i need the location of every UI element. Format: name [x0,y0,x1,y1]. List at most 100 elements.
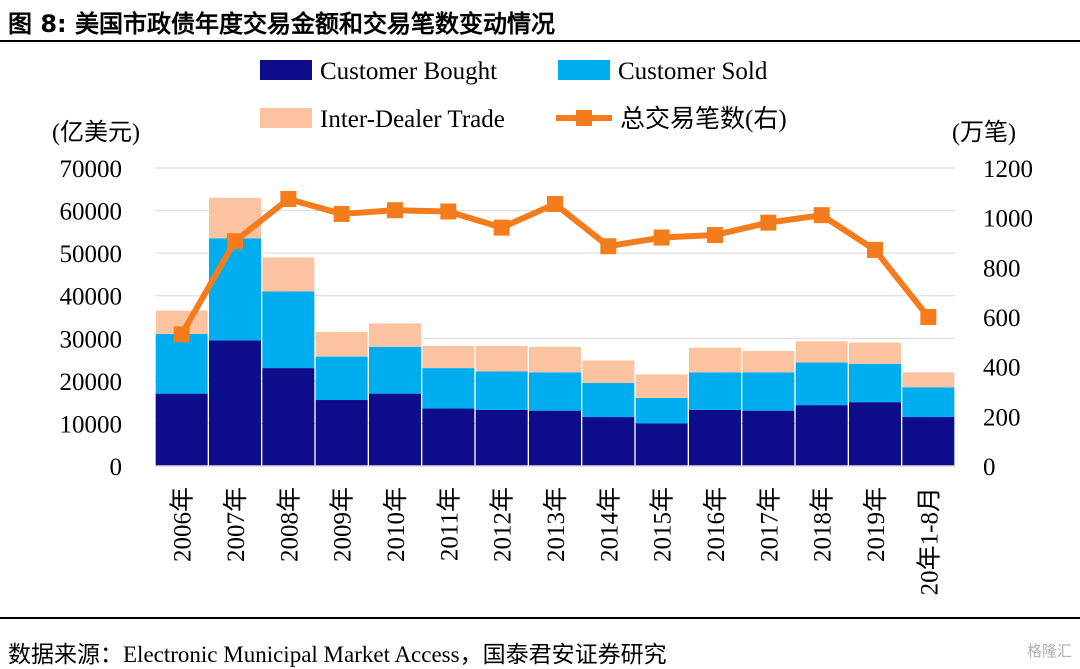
bar-customer-bought [849,402,901,466]
line-marker [440,203,457,220]
legend-customer-bought-label: Customer Bought [320,58,497,85]
bar-customer-sold [209,238,261,341]
bar-customer-sold [422,368,475,409]
bar-customer-sold [369,346,421,394]
line-marker [227,233,243,250]
right-axis-unit: (万笔) [952,119,1016,146]
line-marker [333,205,350,222]
legend: Customer Bought Customer Sold Inter-Dealer… [260,58,787,133]
left-tick-label: 70000 [60,156,123,183]
figure-title: 图 8: 美国市政债年度交易金额和交易笔数变动情况 [8,10,556,38]
line-marker [920,309,937,325]
legend-total-trades-label: 总交易笔数(右) [620,105,787,133]
line-marker [813,207,830,224]
left-axis-unit: (亿美元) [52,119,140,146]
bar-customer-bought [689,409,741,466]
bar-customer-sold [582,382,635,418]
left-tick-label: 0 [110,454,123,481]
bar-customer-sold [689,372,741,410]
bar-customer-sold [155,334,208,394]
bar-customer-sold [635,397,688,424]
bar-inter-dealer-trade [582,360,635,383]
legend-customer-sold-label: Customer Sold [618,58,768,85]
line-marker [173,326,190,343]
bar-customer-sold [902,387,955,418]
bar-layer [155,197,955,466]
source-note: 数据来源：Electronic Municipal Market Access，… [8,642,667,667]
x-tick-label: 2007年 [222,487,250,562]
bar-customer-bought [529,410,581,466]
legend-inter-dealer-trade-swatch [260,108,312,128]
bar-customer-sold [742,372,795,411]
x-tick-label: 2006年 [169,487,197,562]
line-marker [600,238,617,255]
bar-customer-sold [262,291,315,369]
bar-customer-bought [422,408,475,466]
watermark: 格隆汇 [1026,642,1072,660]
bar-inter-dealer-trade [795,341,848,363]
bar-customer-bought [635,423,688,466]
x-tick-label: 2016年 [702,487,730,562]
line-marker [280,191,297,208]
bar-customer-bought [582,417,635,466]
bar-customer-sold [849,363,901,403]
x-tick-label: 2013年 [542,487,570,562]
bar-customer-bought [315,400,368,466]
bar-inter-dealer-trade [422,345,475,369]
x-tick-label: 20年1-8月 [915,487,943,595]
bar-inter-dealer-trade [315,331,368,357]
bottom-divider [0,617,1080,619]
right-tick-label: 1200 [983,156,1033,183]
bar-inter-dealer-trade [529,346,581,373]
bar-inter-dealer-trade [635,374,688,398]
x-tick-label: 2011年 [435,487,463,561]
right-tick-label: 400 [983,355,1021,382]
x-tick-label: 2015年 [649,487,677,562]
line-layer [173,191,937,343]
bar-inter-dealer-trade [689,347,741,373]
x-tick-label: 2009年 [329,487,357,562]
bar-inter-dealer-trade [902,372,955,388]
right-tick-label: 0 [983,454,996,481]
bar-customer-bought [262,368,315,466]
bar-customer-sold [475,371,528,410]
line-marker [653,229,670,246]
bar-customer-bought [475,409,528,466]
bar-customer-bought [795,405,848,466]
bar-customer-bought [742,410,795,466]
bar-inter-dealer-trade [369,323,421,347]
right-tick-label: 200 [983,404,1021,431]
bar-customer-bought [209,340,261,466]
bar-inter-dealer-trade [475,345,528,372]
bar-customer-sold [315,356,368,401]
bar-customer-sold [795,362,848,406]
left-tick-label: 60000 [60,199,123,226]
line-marker [867,241,883,258]
left-tick-label: 10000 [60,411,123,438]
bar-customer-bought [155,393,208,466]
left-tick-label: 30000 [60,326,123,353]
legend-customer-bought-swatch [260,60,312,80]
bar-inter-dealer-trade [742,351,795,373]
x-tick-label: 2017年 [755,487,783,562]
left-tick-label: 50000 [60,241,123,268]
line-marker [707,227,723,244]
x-tick-label: 2014年 [595,487,623,562]
bar-customer-bought [902,417,955,466]
bar-inter-dealer-trade [849,342,901,364]
x-tick-label: 2008年 [275,487,303,562]
bar-customer-sold [529,372,581,411]
bar-inter-dealer-trade [262,257,315,292]
x-tick-label: 2019年 [862,487,890,562]
line-marker [760,214,777,231]
x-tick-label: 2018年 [809,487,837,562]
axes-layer: 70000 60000 50000 40000 30000 20000 10000 0 1200… [60,156,1034,595]
bar-inter-dealer-trade [209,197,261,239]
bar-customer-bought [369,393,421,466]
left-tick-label: 20000 [60,369,123,396]
line-marker [547,196,563,213]
line-marker [493,219,510,236]
left-tick-label: 40000 [60,284,123,311]
right-tick-label: 800 [983,255,1021,282]
